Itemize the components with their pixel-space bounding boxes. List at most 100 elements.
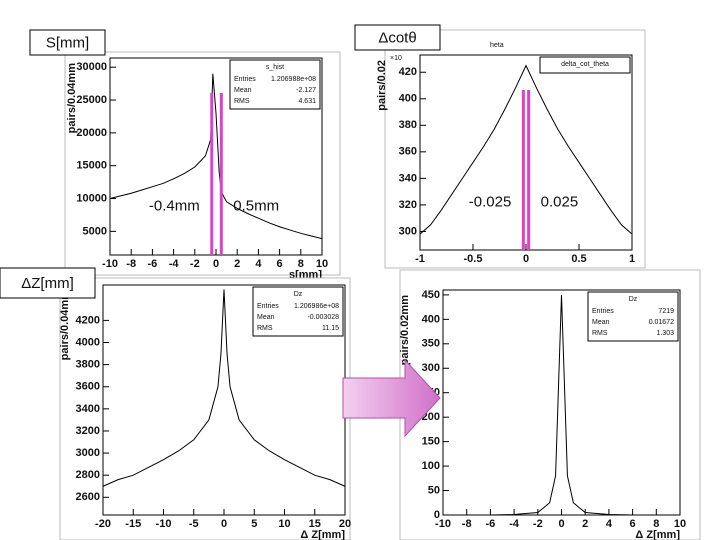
y-tick-label: 3400: [76, 403, 100, 415]
x-tick-label: -2: [533, 518, 543, 530]
x-tick-label: 0: [221, 518, 227, 530]
x-tick-label: -10: [435, 518, 451, 530]
stats-value: 1.206986e+08: [294, 303, 339, 310]
x-tick-label: -2: [190, 258, 200, 270]
x-tick-label: 6: [630, 518, 636, 530]
y-tick-label: 400: [422, 313, 440, 325]
histogram-line: [443, 294, 680, 516]
stats-title: s_hist: [266, 64, 284, 71]
stats-key: RMS: [234, 98, 250, 105]
y-tick-label: 3000: [76, 447, 100, 459]
y-tick-label: 360: [399, 146, 417, 158]
quantity-label: Δcotθ: [378, 29, 416, 46]
x-tick-label: 4: [606, 518, 613, 530]
x-tick-label: 0: [523, 253, 529, 265]
arrow: [342, 358, 441, 438]
y-tick-label: 3800: [76, 359, 100, 371]
y-tick-label: 380: [399, 119, 417, 131]
y-tick-label: 340: [399, 172, 417, 184]
stats-value: 4.631: [298, 98, 316, 105]
y-axis-label: pairs/0.02mm: [399, 295, 411, 366]
stats-key: RMS: [257, 325, 273, 332]
x-tick-label: 5: [251, 518, 257, 530]
quantity-label: ΔZ[mm]: [21, 275, 74, 292]
y-tick-label: 320: [399, 199, 417, 211]
stats-box: [539, 56, 631, 74]
stats-value: 0.01672: [649, 319, 674, 326]
x-tick-label: -1: [415, 253, 425, 265]
y-tick-label: 200: [422, 411, 440, 423]
stats-title: delta_cot_theta: [561, 61, 609, 68]
stats-value: 7219: [658, 308, 674, 315]
y-tick-label: 3600: [76, 381, 100, 393]
x-tick-label: 15: [309, 518, 321, 530]
y-tick-label: 450: [422, 289, 440, 301]
y-tick-label: 2800: [76, 469, 100, 481]
x-tick-label: 10: [674, 518, 686, 530]
y-tick-label: 0: [434, 509, 440, 521]
y-axis-label: pairs/0.02: [376, 60, 388, 111]
y-tick-label: 10000: [76, 192, 107, 204]
x-tick-label: 0: [213, 258, 219, 270]
y-tick-label: 300: [399, 225, 417, 237]
y-axis-label: pairs/0.04mm: [59, 290, 71, 361]
stats-key: Mean: [257, 314, 275, 321]
y-tick-label: 350: [422, 338, 440, 350]
stats-box: [252, 286, 344, 337]
x-tick-label: -15: [125, 518, 141, 530]
cut-label: -0.4mm: [149, 197, 200, 214]
stats-key: Entries: [257, 303, 279, 310]
y-exponent: ×10: [390, 55, 402, 62]
x-tick-label: 10: [278, 518, 290, 530]
stats-key: Mean: [234, 87, 252, 94]
x-tick-label: 10: [316, 258, 328, 270]
stats-key: RMS: [592, 330, 608, 337]
y-tick-label: 100: [422, 460, 440, 472]
quantity-box: [0, 267, 96, 299]
x-tick-label: 0: [558, 518, 564, 530]
x-tick-label: 2: [234, 258, 240, 270]
cut-label: 0.025: [541, 193, 579, 210]
x-tick-label: 0.5: [571, 253, 586, 265]
x-tick-label: 2: [582, 518, 588, 530]
quantity-box: [354, 24, 441, 51]
hist-title: heta: [490, 42, 504, 49]
y-tick-label: 400: [399, 93, 417, 105]
x-axis-label: Δ Z[mm]: [300, 529, 345, 540]
histogram-line: [102, 289, 346, 487]
x-tick-label: -8: [462, 518, 472, 530]
x-tick-label: -0.5: [464, 253, 483, 265]
y-tick-label: 420: [399, 66, 417, 78]
y-tick-label: 5000: [83, 225, 107, 237]
x-tick-label: -8: [126, 258, 136, 270]
x-tick-label: -10: [102, 258, 118, 270]
stats-box: [587, 291, 679, 342]
x-tick-label: -4: [169, 258, 180, 270]
y-tick-label: 50: [428, 484, 440, 496]
y-tick-label: 25000: [76, 94, 107, 106]
y-tick-label: 2600: [76, 491, 100, 503]
y-tick-label: 150: [422, 436, 440, 448]
stats-value: -0.003028: [307, 314, 339, 321]
quantity-label: S[mm]: [46, 34, 89, 51]
x-tick-label: -20: [95, 518, 111, 530]
stats-value: -2.127: [296, 87, 316, 94]
cut-label: -0.025: [469, 193, 512, 210]
y-tick-label: 30000: [76, 61, 107, 73]
stats-key: Entries: [592, 308, 614, 315]
stats-box: [229, 59, 321, 110]
y-tick-label: 3200: [76, 425, 100, 437]
histogram-line: [419, 64, 633, 235]
x-tick-label: 8: [653, 518, 659, 530]
stats-key: Entries: [234, 76, 256, 83]
x-tick-label: -4: [509, 518, 520, 530]
x-tick-label: 20: [339, 518, 351, 530]
y-tick-label: 300: [422, 362, 440, 374]
stats-title: Dz: [294, 291, 303, 298]
x-tick-label: 1: [629, 253, 635, 265]
quantity-box: [29, 29, 106, 56]
stats-value: 1.303: [656, 330, 674, 337]
x-tick-label: -5: [189, 518, 199, 530]
plot-frame: [419, 54, 633, 251]
